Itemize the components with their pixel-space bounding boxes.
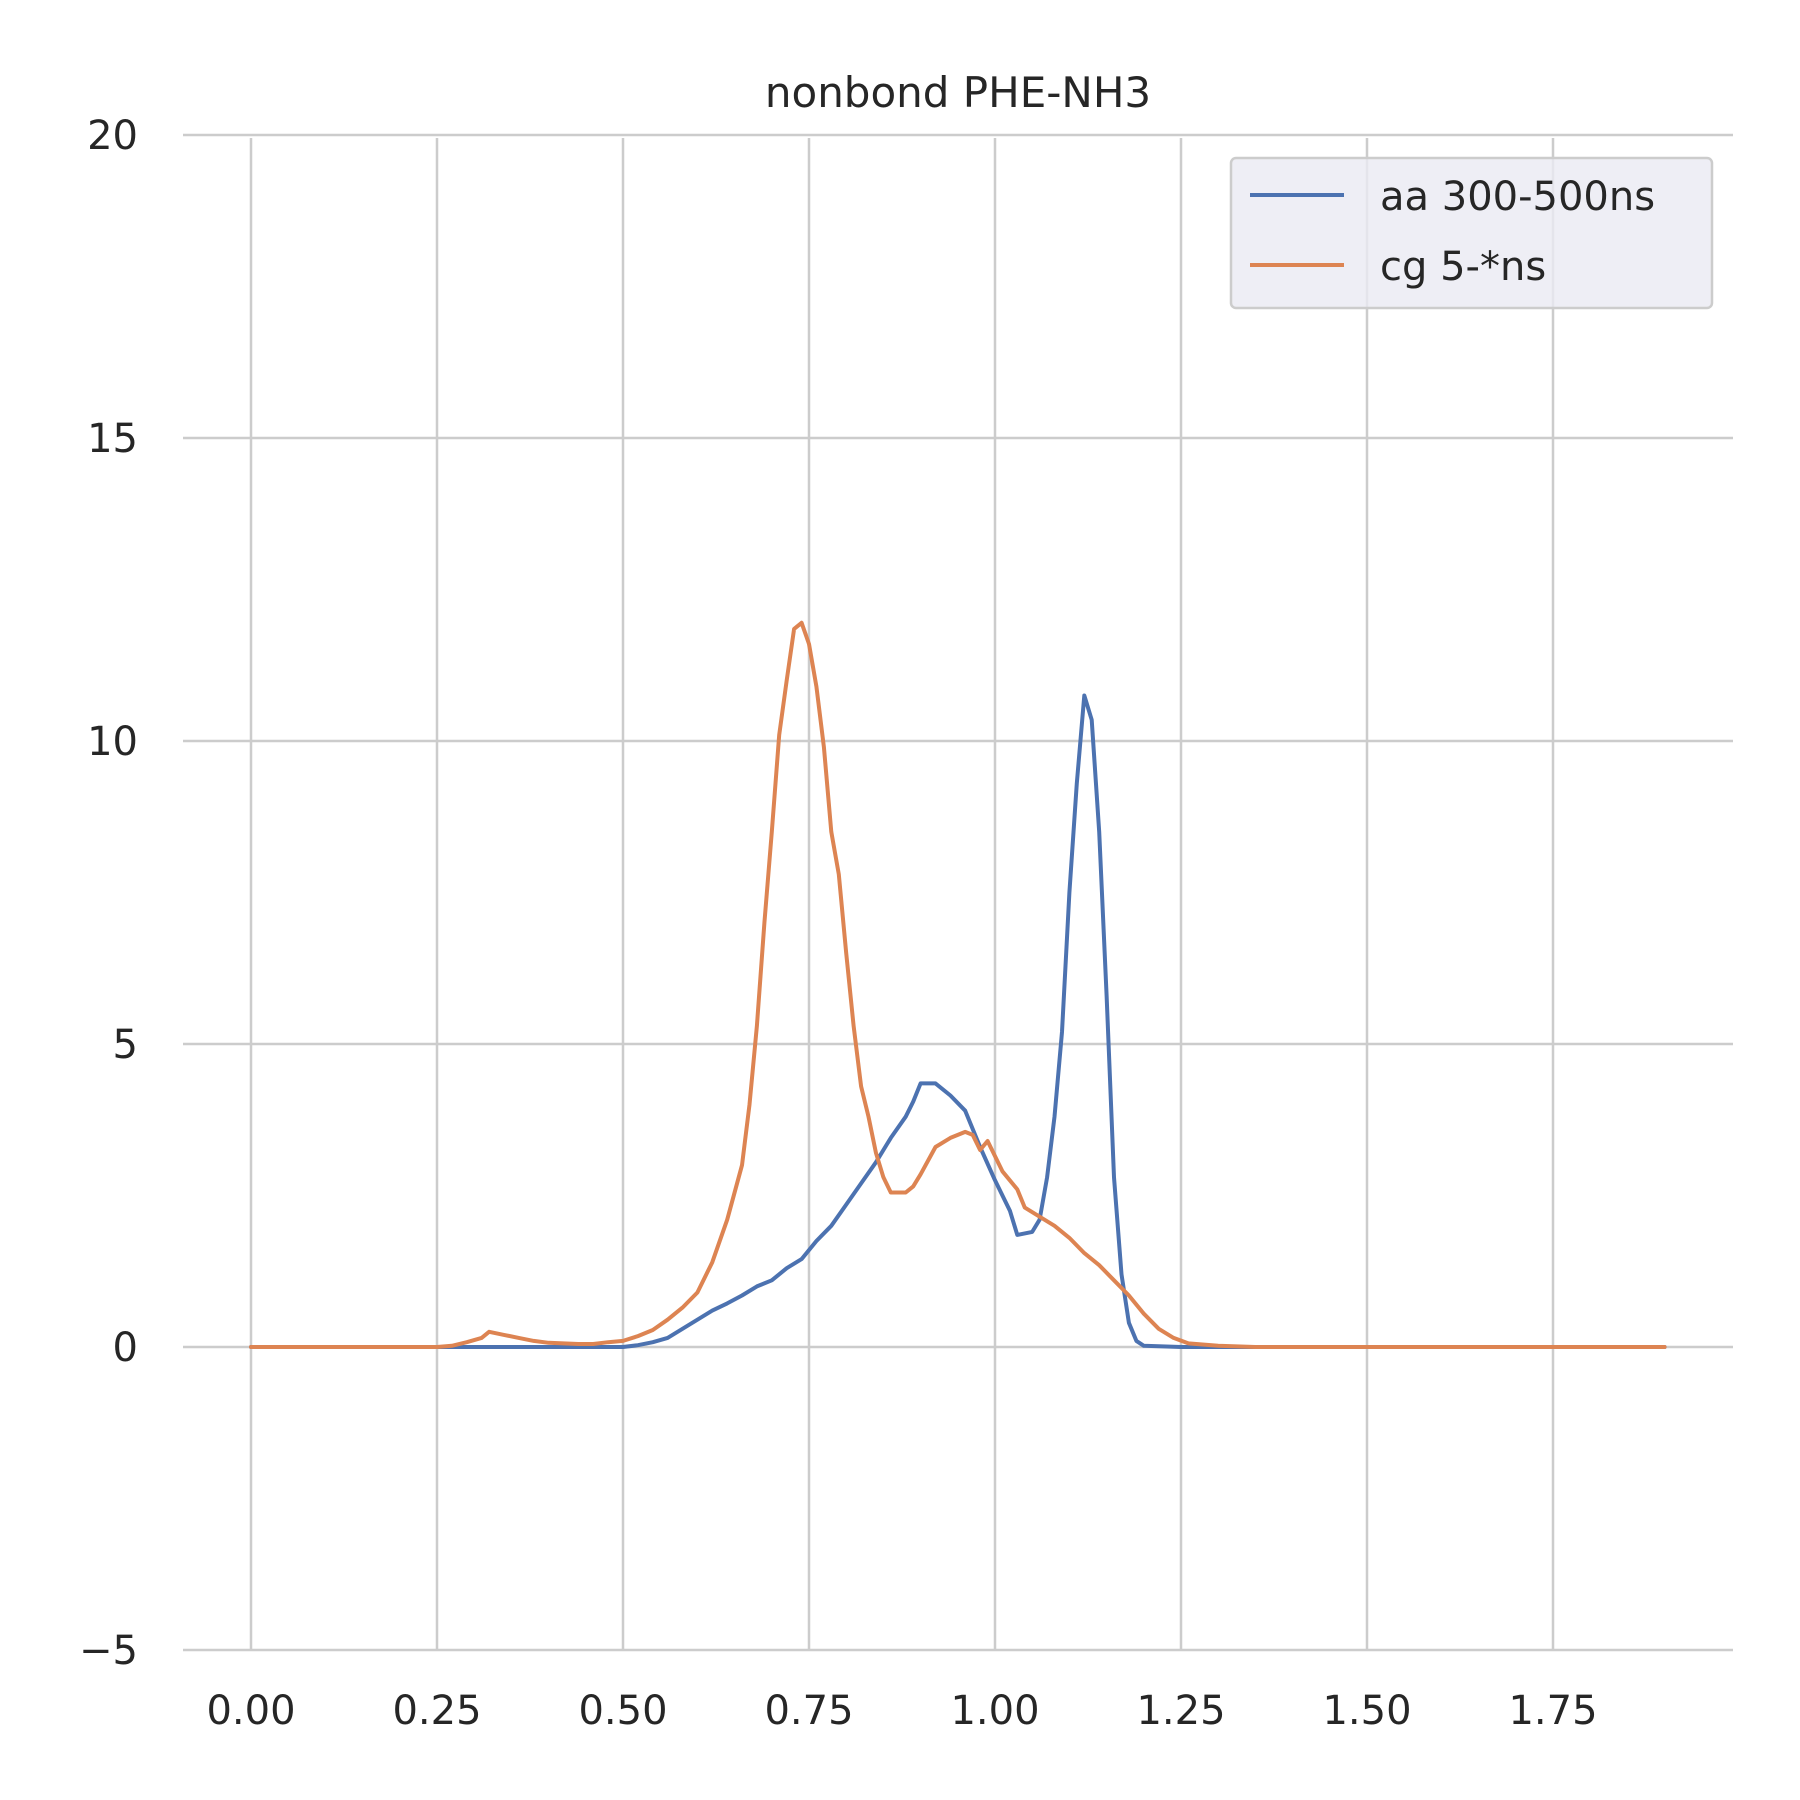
y-tick-label: 15	[87, 416, 138, 462]
legend-label-aa: aa 300-500ns	[1380, 174, 1655, 220]
x-tick-label: 0.00	[206, 1688, 295, 1734]
series-layer	[249, 620, 1667, 1349]
y-tick-label: 0	[113, 1325, 138, 1371]
x-tick-label: 0.50	[578, 1688, 667, 1734]
legend-label-cg: cg 5-*ns	[1380, 244, 1546, 290]
x-tick-label: 1.00	[950, 1688, 1039, 1734]
legend-box	[1229, 156, 1714, 310]
y-tick-label: −5	[79, 1628, 138, 1674]
y-axis-ticks: −5 0 5 10 15 20	[79, 113, 138, 1674]
series-line-cg	[249, 620, 1667, 1349]
x-tick-label: 0.75	[764, 1688, 853, 1734]
y-tick-label: 20	[87, 113, 138, 159]
series-line-aa	[249, 693, 1667, 1349]
grid	[183, 133, 1733, 1652]
x-axis-ticks: 0.00 0.25 0.50 0.75 1.00 1.25 1.50 1.75	[206, 1688, 1597, 1734]
y-tick-label: 10	[87, 719, 138, 765]
x-tick-label: 1.50	[1322, 1688, 1411, 1734]
x-tick-label: 1.75	[1508, 1688, 1597, 1734]
legend: aa 300-500ns cg 5-*ns	[1229, 156, 1714, 310]
y-tick-label: 5	[113, 1022, 138, 1068]
x-tick-label: 0.25	[392, 1688, 481, 1734]
chart-title: nonbond PHE-NH3	[765, 68, 1151, 117]
x-tick-label: 1.25	[1136, 1688, 1225, 1734]
